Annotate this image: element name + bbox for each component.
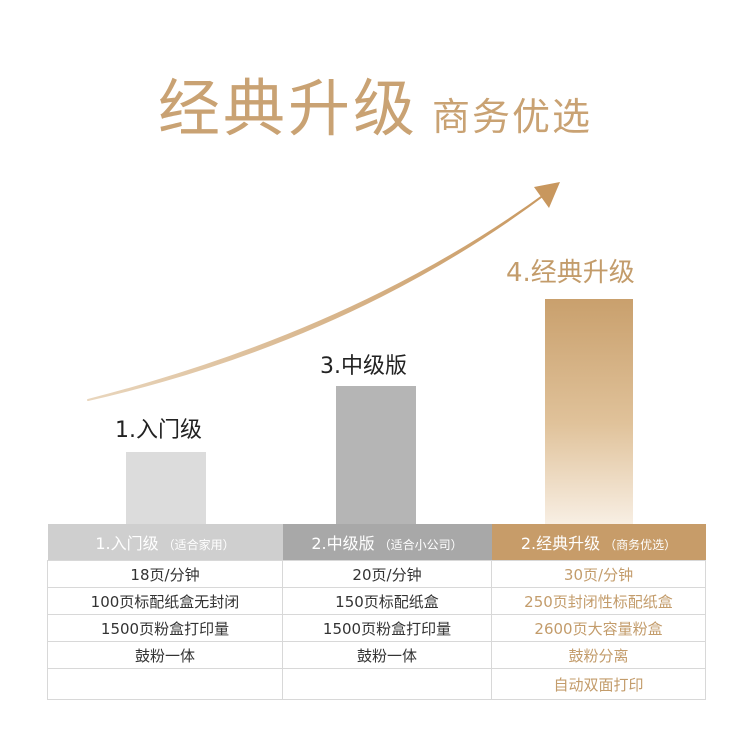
table-cell: 1500页粉盒打印量	[47, 614, 283, 642]
table-cell	[282, 668, 492, 700]
header-cell: 2.中级版 （适合小公司）	[282, 524, 492, 561]
bar-label-classic: 4.经典升级	[506, 258, 635, 288]
title-sub: 商务优选	[432, 95, 593, 139]
header-name: 2.中级版	[311, 534, 375, 553]
table-cell	[47, 668, 283, 700]
table-header-row: 1.入门级 （适合家用） 2.中级版 （适合小公司） 2.经典升级 （商务优选）	[47, 524, 706, 561]
header-name: 2.经典升级	[520, 534, 601, 553]
table-cell: 100页标配纸盒无封闭	[47, 587, 283, 615]
bar-entry	[126, 452, 206, 525]
header-note: （商务优选）	[604, 538, 677, 552]
comparison-table: 1.入门级 （适合家用） 2.中级版 （适合小公司） 2.经典升级 （商务优选） 18…	[47, 524, 706, 700]
table-row: 18页/分钟 20页/分钟 30页/分钟	[47, 560, 706, 588]
header-cell: 2.经典升级 （商务优选）	[491, 524, 706, 561]
table-row: 1500页粉盒打印量 1500页粉盒打印量 2600页大容量粉盒	[47, 614, 706, 642]
bar-label-entry: 1.入门级	[115, 418, 202, 443]
table-cell: 150页标配纸盒	[282, 587, 492, 615]
bar-label-mid: 3.中级版	[320, 354, 407, 379]
table-row: 100页标配纸盒无封闭 150页标配纸盒 250页封闭性标配纸盒	[47, 587, 706, 615]
table-row: 鼓粉一体 鼓粉一体 鼓粉分离	[47, 641, 706, 669]
page-title: 经典升级 商务优选	[0, 58, 750, 148]
table-cell: 1500页粉盒打印量	[282, 614, 492, 642]
table-cell: 250页封闭性标配纸盒	[491, 587, 706, 615]
header-note: （适合家用）	[162, 538, 235, 552]
table-row: 自动双面打印	[47, 668, 706, 700]
table-cell: 30页/分钟	[491, 560, 706, 588]
title-main: 经典升级	[157, 72, 418, 145]
table-cell: 2600页大容量粉盒	[491, 614, 706, 642]
header-cell: 1.入门级 （适合家用）	[47, 524, 283, 561]
table-cell: 自动双面打印	[491, 668, 706, 700]
table-cell: 鼓粉分离	[491, 641, 706, 669]
table-cell: 18页/分钟	[47, 560, 283, 588]
table-cell: 鼓粉一体	[282, 641, 492, 669]
bar-mid	[336, 386, 416, 525]
header-note: （适合小公司）	[378, 538, 463, 552]
table-cell: 鼓粉一体	[47, 641, 283, 669]
header-name: 1.入门级	[95, 534, 159, 553]
table-cell: 20页/分钟	[282, 560, 492, 588]
bar-classic	[545, 299, 633, 525]
